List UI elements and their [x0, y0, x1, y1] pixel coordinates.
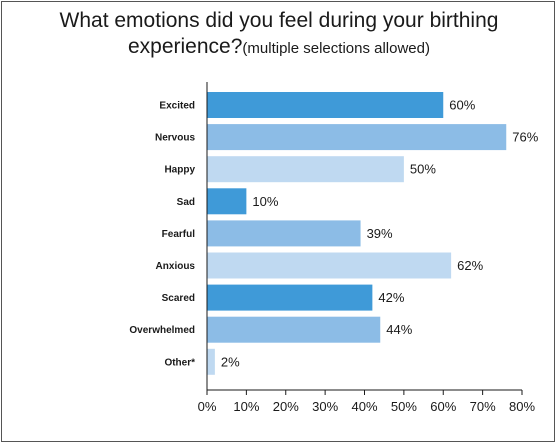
category-label: Happy: [164, 165, 195, 176]
bar-excited: [207, 92, 444, 118]
value-label: 60%: [449, 98, 475, 113]
value-label: 44%: [386, 322, 412, 337]
category-label: Excited: [159, 101, 195, 112]
category-label: Sad: [177, 197, 195, 208]
x-tick-label: 60%: [430, 399, 456, 414]
category-label: Overwhelmed: [129, 325, 195, 336]
category-label: Anxious: [156, 261, 196, 272]
bar-anxious: [207, 252, 452, 279]
x-tick-label: 40%: [351, 399, 377, 414]
x-tick-label: 30%: [312, 399, 338, 414]
bar-other: [207, 348, 215, 375]
value-label: 42%: [378, 290, 404, 305]
x-tick-label: 20%: [273, 399, 299, 414]
category-label: Fearful: [162, 229, 196, 240]
x-tick-label: 50%: [391, 399, 417, 414]
x-tick-label: 10%: [233, 399, 259, 414]
bar-happy: [207, 156, 404, 183]
category-label: Nervous: [155, 133, 195, 144]
bar-overwhelmed: [207, 316, 381, 343]
bar-nervous: [207, 124, 507, 151]
x-tick-label: 80%: [509, 399, 535, 414]
category-label: Scared: [162, 293, 195, 304]
bar-sad: [207, 188, 247, 215]
category-label: Other*: [164, 357, 195, 368]
chart-title: What emotions did you feel during your b…: [59, 9, 499, 58]
chart-title-block: What emotions did you feel during your b…: [0, 8, 558, 62]
value-label: 2%: [221, 354, 240, 369]
value-label: 39%: [367, 226, 393, 241]
value-label: 10%: [252, 194, 278, 209]
x-tick-label: 70%: [470, 399, 496, 414]
bar-scared: [207, 284, 373, 311]
bar-fearful: [207, 220, 361, 247]
x-tick-label: 0%: [198, 399, 217, 414]
chart-subtitle: (multiple selections allowed): [242, 40, 430, 57]
value-label: 76%: [512, 130, 538, 145]
value-label: 50%: [410, 162, 436, 177]
value-label: 62%: [457, 258, 483, 273]
